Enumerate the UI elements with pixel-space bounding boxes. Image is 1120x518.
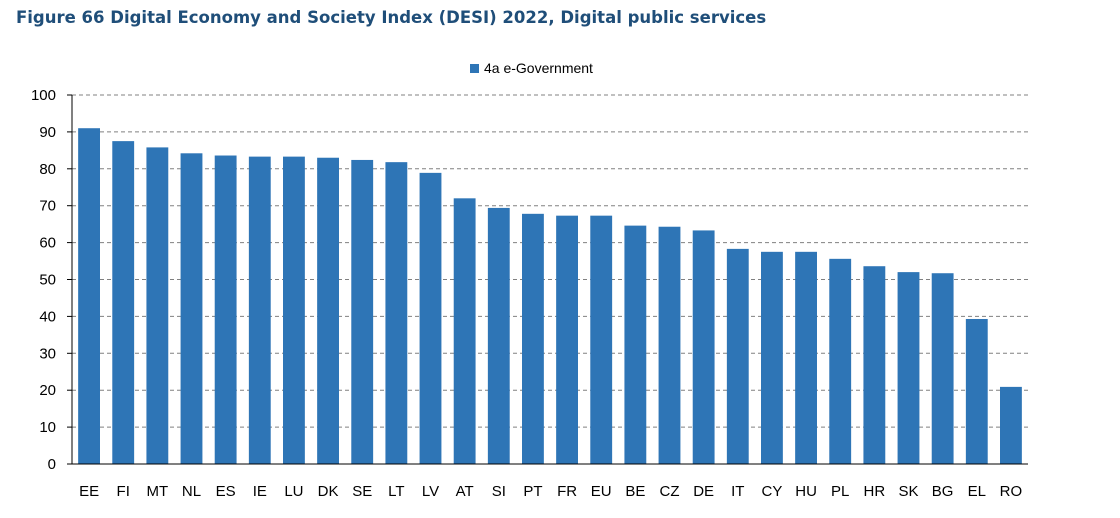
bar-de [692,230,715,464]
y-tick-label: 10 [39,419,56,436]
bar-mt [146,147,169,464]
bar-eu [590,215,613,464]
bar-ro [1000,386,1022,464]
bar-ie [248,156,271,465]
x-tick-label: MT [147,483,169,500]
x-tick-label: SE [352,483,372,500]
bar-fi [112,141,135,464]
x-tick-label: CY [762,483,783,500]
bar-cz [658,226,681,464]
bar-lv [419,172,442,464]
gridlines [72,94,1028,428]
x-tick-label: BG [932,483,954,500]
chart-title: Figure 66 Digital Economy and Society In… [16,8,767,27]
y-tick-label: 60 [39,235,56,252]
x-tick-label: ES [216,483,236,500]
bars [78,128,1022,465]
bar-fr [556,215,578,464]
x-tick-label: EL [968,483,986,500]
x-tick-label: LV [422,483,439,500]
y-tick-label: 50 [39,272,56,289]
x-tick-label: FR [557,483,577,500]
bar-el [965,318,988,464]
bar-si [487,207,510,464]
x-tick-label: SK [898,483,918,500]
bar-hu [795,251,817,464]
x-tick-label: HU [795,483,817,500]
x-tick-label: DE [693,483,714,500]
bar-pl [829,258,852,464]
y-tick-label: 0 [48,456,56,473]
y-tick-label: 30 [39,345,56,362]
bar-nl [180,153,203,464]
y-tick-label: 20 [39,382,56,399]
x-tick-label: FI [117,483,130,500]
x-tick-label: AT [456,483,474,500]
bar-se [351,159,374,464]
y-tick-label: 40 [39,308,56,325]
bar-dk [317,157,339,465]
x-tick-label: LU [284,483,303,500]
bar-hr [863,266,886,464]
bar-lt [385,162,408,464]
legend-label: 4a e-Government [484,60,593,76]
legend-swatch [470,64,479,73]
axes: 0 10 20 30 40 50 60 70 80 90 100 EE FI MT NL ES IE LU DK SE… [31,87,1028,500]
x-tick-label: PT [523,483,542,500]
bar-es [214,155,237,465]
bar-lu [283,156,305,465]
bar-bg [931,273,954,464]
bar-sk [897,272,920,464]
bar-it [726,248,749,464]
x-tick-label: PL [831,483,849,500]
bar-be [624,225,647,464]
x-tick-label: BE [625,483,645,500]
y-tick-label: 80 [39,161,56,178]
x-tick-label: CZ [660,483,680,500]
x-tick-label: IT [731,483,744,500]
x-tick-label: EU [591,483,612,500]
legend: 4a e-Government [470,60,593,76]
x-tick-label: DK [318,483,339,500]
x-tick-label: EE [79,483,99,500]
y-tick-label: 90 [39,124,56,141]
x-tick-label: LT [388,483,404,500]
bar-ee [78,128,100,464]
y-tick-label: 100 [31,87,56,104]
x-tick-label: NL [182,483,201,500]
bar-cy [761,251,783,464]
bar-pt [522,213,544,464]
x-tick-label: HR [864,483,886,500]
bar-at [453,198,476,464]
y-tick-label: 70 [39,198,56,215]
x-tick-label: RO [1000,483,1023,500]
x-tick-label: SI [492,483,506,500]
x-tick-label: IE [253,483,267,500]
